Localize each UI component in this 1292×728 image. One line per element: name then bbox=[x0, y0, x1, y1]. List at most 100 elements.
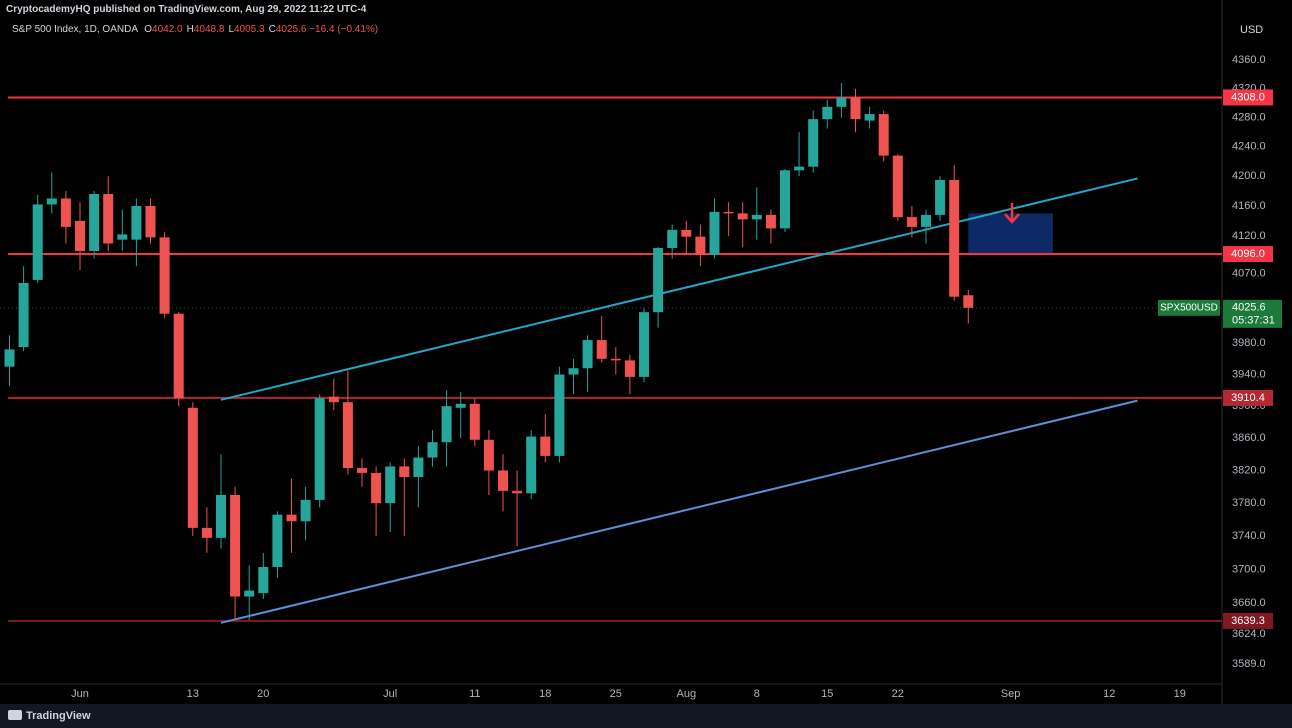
legend-row: S&P 500 Index, 1D, OANDA O4042.0 H4048.8 L… bbox=[12, 24, 378, 35]
x-tick-label: Jun bbox=[71, 688, 89, 700]
candle-body bbox=[201, 527, 212, 538]
candle-body bbox=[681, 229, 692, 237]
candle-body bbox=[244, 590, 255, 597]
candle-body bbox=[131, 205, 142, 240]
x-tick-label: 19 bbox=[1174, 688, 1186, 700]
x-tick-label: 18 bbox=[539, 688, 551, 700]
candle-body bbox=[963, 295, 974, 308]
candle-body bbox=[60, 198, 71, 227]
candle-body bbox=[32, 204, 43, 280]
candle-body bbox=[737, 213, 748, 220]
candle-body bbox=[935, 179, 946, 215]
level-label: 3639.3 bbox=[1231, 615, 1265, 627]
ohlc-key: H bbox=[186, 24, 194, 35]
x-tick-label: Jul bbox=[383, 688, 397, 700]
ohlc: O4042.0 H4048.8 L4005.3 C4025.6 bbox=[140, 24, 306, 35]
candle-body bbox=[765, 214, 776, 229]
candle-body bbox=[653, 247, 664, 313]
candle-body bbox=[483, 439, 494, 471]
ohlc-key: O bbox=[144, 24, 153, 35]
publisher: CryptocademyHQ published on TradingView.… bbox=[6, 4, 367, 15]
currency: USD bbox=[1240, 24, 1263, 36]
y-tick-label: 3589.0 bbox=[1232, 658, 1266, 670]
candle-body bbox=[554, 374, 565, 456]
candle-body bbox=[230, 494, 241, 597]
candle-body bbox=[709, 211, 720, 255]
symbol-label: SPX500USD bbox=[1160, 302, 1218, 313]
candle-body bbox=[751, 214, 762, 220]
candle-body bbox=[906, 217, 917, 227]
candle-body bbox=[18, 282, 29, 348]
x-tick-label: 22 bbox=[892, 688, 904, 700]
candle-body bbox=[216, 494, 226, 538]
candle-body bbox=[921, 214, 931, 227]
candle-body bbox=[526, 436, 537, 494]
candle-body bbox=[624, 360, 635, 377]
candle-body bbox=[427, 442, 438, 458]
candle-body bbox=[568, 368, 579, 375]
ohlc-key: L bbox=[228, 24, 234, 35]
ohlc-key: C bbox=[268, 24, 276, 35]
ohlc-value: 4042.0 bbox=[152, 24, 183, 35]
y-tick-label: 4070.0 bbox=[1232, 268, 1266, 280]
x-tick-label: 12 bbox=[1103, 688, 1115, 700]
y-tick-label: 3940.0 bbox=[1232, 368, 1266, 380]
candle-body bbox=[258, 567, 269, 594]
candle-body bbox=[582, 340, 593, 369]
candle-body bbox=[596, 340, 607, 359]
y-tick-label: 3700.0 bbox=[1232, 563, 1266, 575]
x-tick-label: 20 bbox=[257, 688, 269, 700]
candle-body bbox=[822, 106, 833, 120]
candle-body bbox=[75, 220, 85, 252]
candle-body bbox=[342, 402, 353, 469]
x-tick-label: Aug bbox=[677, 688, 697, 700]
candle-body bbox=[808, 119, 819, 167]
candle-body bbox=[667, 229, 678, 248]
candle-body bbox=[836, 97, 847, 107]
candle-body bbox=[413, 457, 424, 478]
candle-body bbox=[89, 194, 100, 252]
candle-body bbox=[455, 403, 466, 408]
level-tag bbox=[1223, 612, 1273, 629]
candle-body bbox=[794, 166, 805, 171]
x-tick-label: 8 bbox=[754, 688, 760, 700]
candle-body bbox=[4, 349, 15, 367]
candle-body bbox=[103, 194, 114, 244]
candle-body bbox=[864, 114, 875, 121]
level-tag bbox=[1223, 89, 1273, 106]
candle-body bbox=[469, 403, 480, 440]
down-arrow bbox=[1004, 203, 1020, 224]
brand: TradingView bbox=[26, 710, 91, 722]
y-tick-label: 4360.0 bbox=[1232, 54, 1266, 66]
x-tick-label: Sep bbox=[1001, 688, 1021, 700]
ohlc-value: 4005.3 bbox=[234, 24, 265, 35]
candle-body bbox=[187, 407, 198, 528]
candle-body bbox=[385, 466, 396, 504]
y-tick-label: 3780.0 bbox=[1232, 497, 1266, 509]
candle-body bbox=[357, 468, 367, 473]
trendline bbox=[220, 177, 1138, 401]
level-tag bbox=[1223, 246, 1273, 263]
y-tick-label: 3624.0 bbox=[1232, 628, 1266, 640]
candle-body bbox=[878, 114, 889, 156]
y-tick-label: 3860.0 bbox=[1232, 432, 1266, 444]
level-label: 3910.4 bbox=[1231, 392, 1265, 404]
candle-body bbox=[949, 179, 960, 297]
change: −16.4 (−0.41%) bbox=[309, 24, 379, 35]
candle-body bbox=[892, 155, 903, 218]
candle-body bbox=[46, 198, 57, 205]
candle-body bbox=[328, 396, 339, 403]
candle-body bbox=[399, 466, 410, 478]
y-tick-label: 3660.0 bbox=[1232, 597, 1266, 609]
x-tick-label: 13 bbox=[187, 688, 199, 700]
candle-body bbox=[441, 406, 452, 443]
price-tag bbox=[1223, 299, 1282, 328]
candle-body bbox=[723, 211, 734, 214]
y-tick-label: 3740.0 bbox=[1232, 530, 1266, 542]
candle-body bbox=[498, 470, 508, 491]
level-tag bbox=[1223, 389, 1273, 406]
last-price-label: 4025.6 bbox=[1232, 302, 1266, 314]
x-tick-label: 15 bbox=[821, 688, 833, 700]
candle-body bbox=[610, 358, 621, 361]
candle-body bbox=[695, 236, 706, 255]
